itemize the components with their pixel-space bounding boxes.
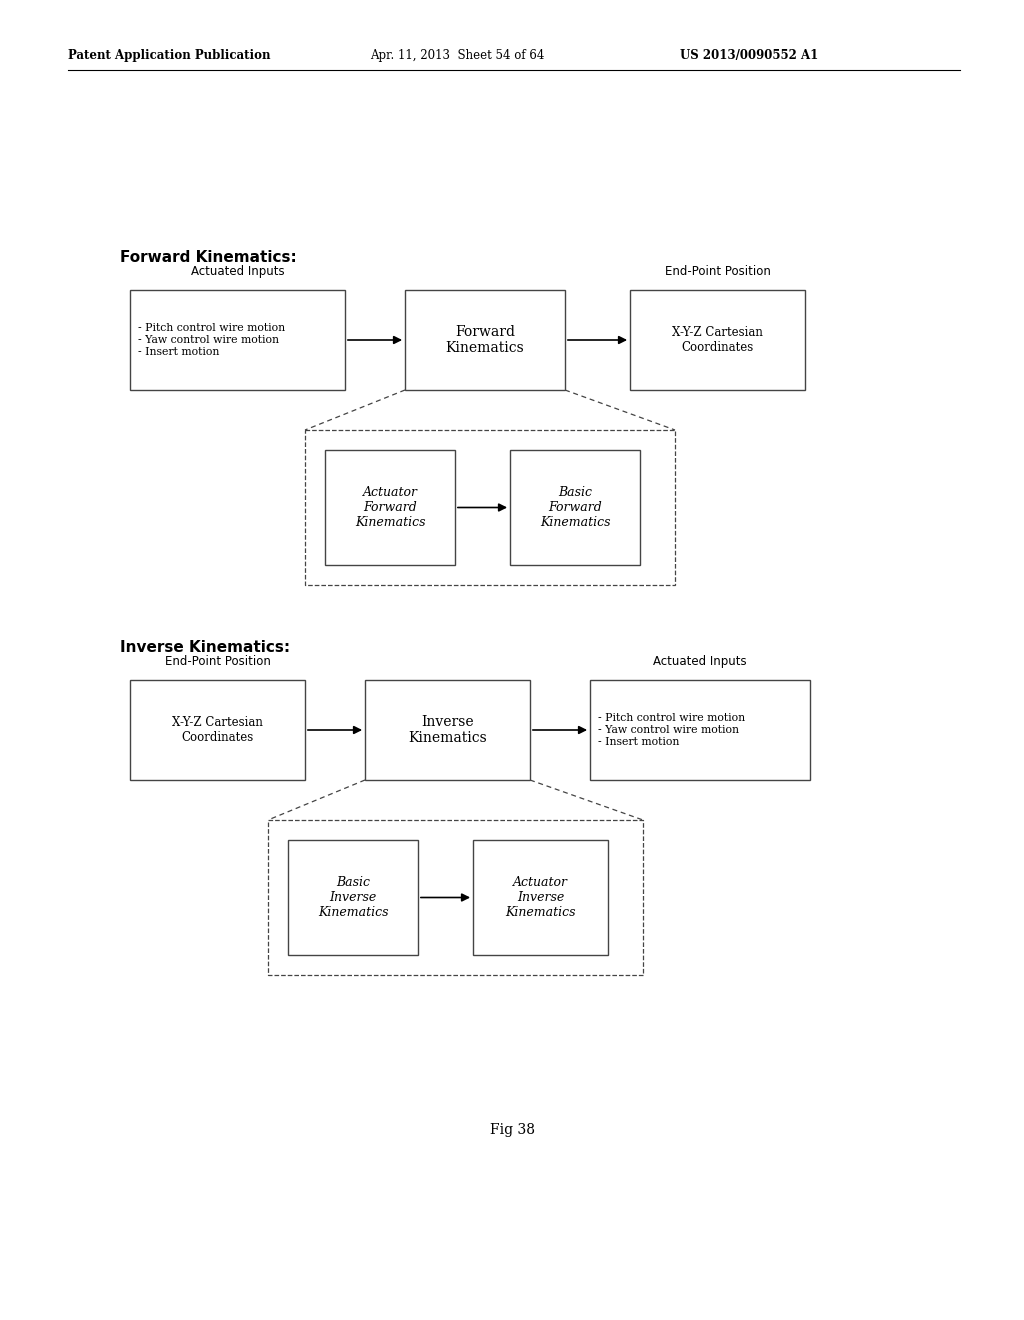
Text: Inverse Kinematics:: Inverse Kinematics: [120, 640, 290, 656]
Text: Inverse
Kinematics: Inverse Kinematics [409, 715, 486, 744]
Text: Actuator
Forward
Kinematics: Actuator Forward Kinematics [354, 486, 425, 529]
Text: - Pitch control wire motion
- Yaw control wire motion
- Insert motion: - Pitch control wire motion - Yaw contro… [138, 323, 285, 356]
Bar [325, 450, 455, 565]
Bar [630, 290, 805, 389]
Text: X-Y-Z Cartesian
Coordinates: X-Y-Z Cartesian Coordinates [172, 715, 263, 744]
Text: Actuated Inputs: Actuated Inputs [653, 655, 746, 668]
Bar [268, 820, 643, 975]
Text: X-Y-Z Cartesian
Coordinates: X-Y-Z Cartesian Coordinates [672, 326, 763, 354]
Text: Fig 38: Fig 38 [489, 1123, 535, 1137]
Text: End-Point Position: End-Point Position [665, 265, 770, 279]
Bar [130, 680, 305, 780]
Text: Patent Application Publication: Patent Application Publication [68, 49, 270, 62]
Text: Actuated Inputs: Actuated Inputs [190, 265, 285, 279]
Text: Forward
Kinematics: Forward Kinematics [445, 325, 524, 355]
Text: Forward Kinematics:: Forward Kinematics: [120, 251, 297, 265]
Bar [590, 680, 810, 780]
Text: Basic
Forward
Kinematics: Basic Forward Kinematics [540, 486, 610, 529]
Bar [406, 290, 565, 389]
Bar [365, 680, 530, 780]
Bar [305, 430, 675, 585]
Text: Basic
Inverse
Kinematics: Basic Inverse Kinematics [317, 876, 388, 919]
Bar [473, 840, 608, 954]
Text: - Pitch control wire motion
- Yaw control wire motion
- Insert motion: - Pitch control wire motion - Yaw contro… [598, 713, 745, 747]
Text: End-Point Position: End-Point Position [165, 655, 270, 668]
Text: Actuator
Inverse
Kinematics: Actuator Inverse Kinematics [505, 876, 575, 919]
Bar [510, 450, 640, 565]
Text: Apr. 11, 2013  Sheet 54 of 64: Apr. 11, 2013 Sheet 54 of 64 [370, 49, 545, 62]
Bar [130, 290, 345, 389]
Text: US 2013/0090552 A1: US 2013/0090552 A1 [680, 49, 818, 62]
Bar [288, 840, 418, 954]
